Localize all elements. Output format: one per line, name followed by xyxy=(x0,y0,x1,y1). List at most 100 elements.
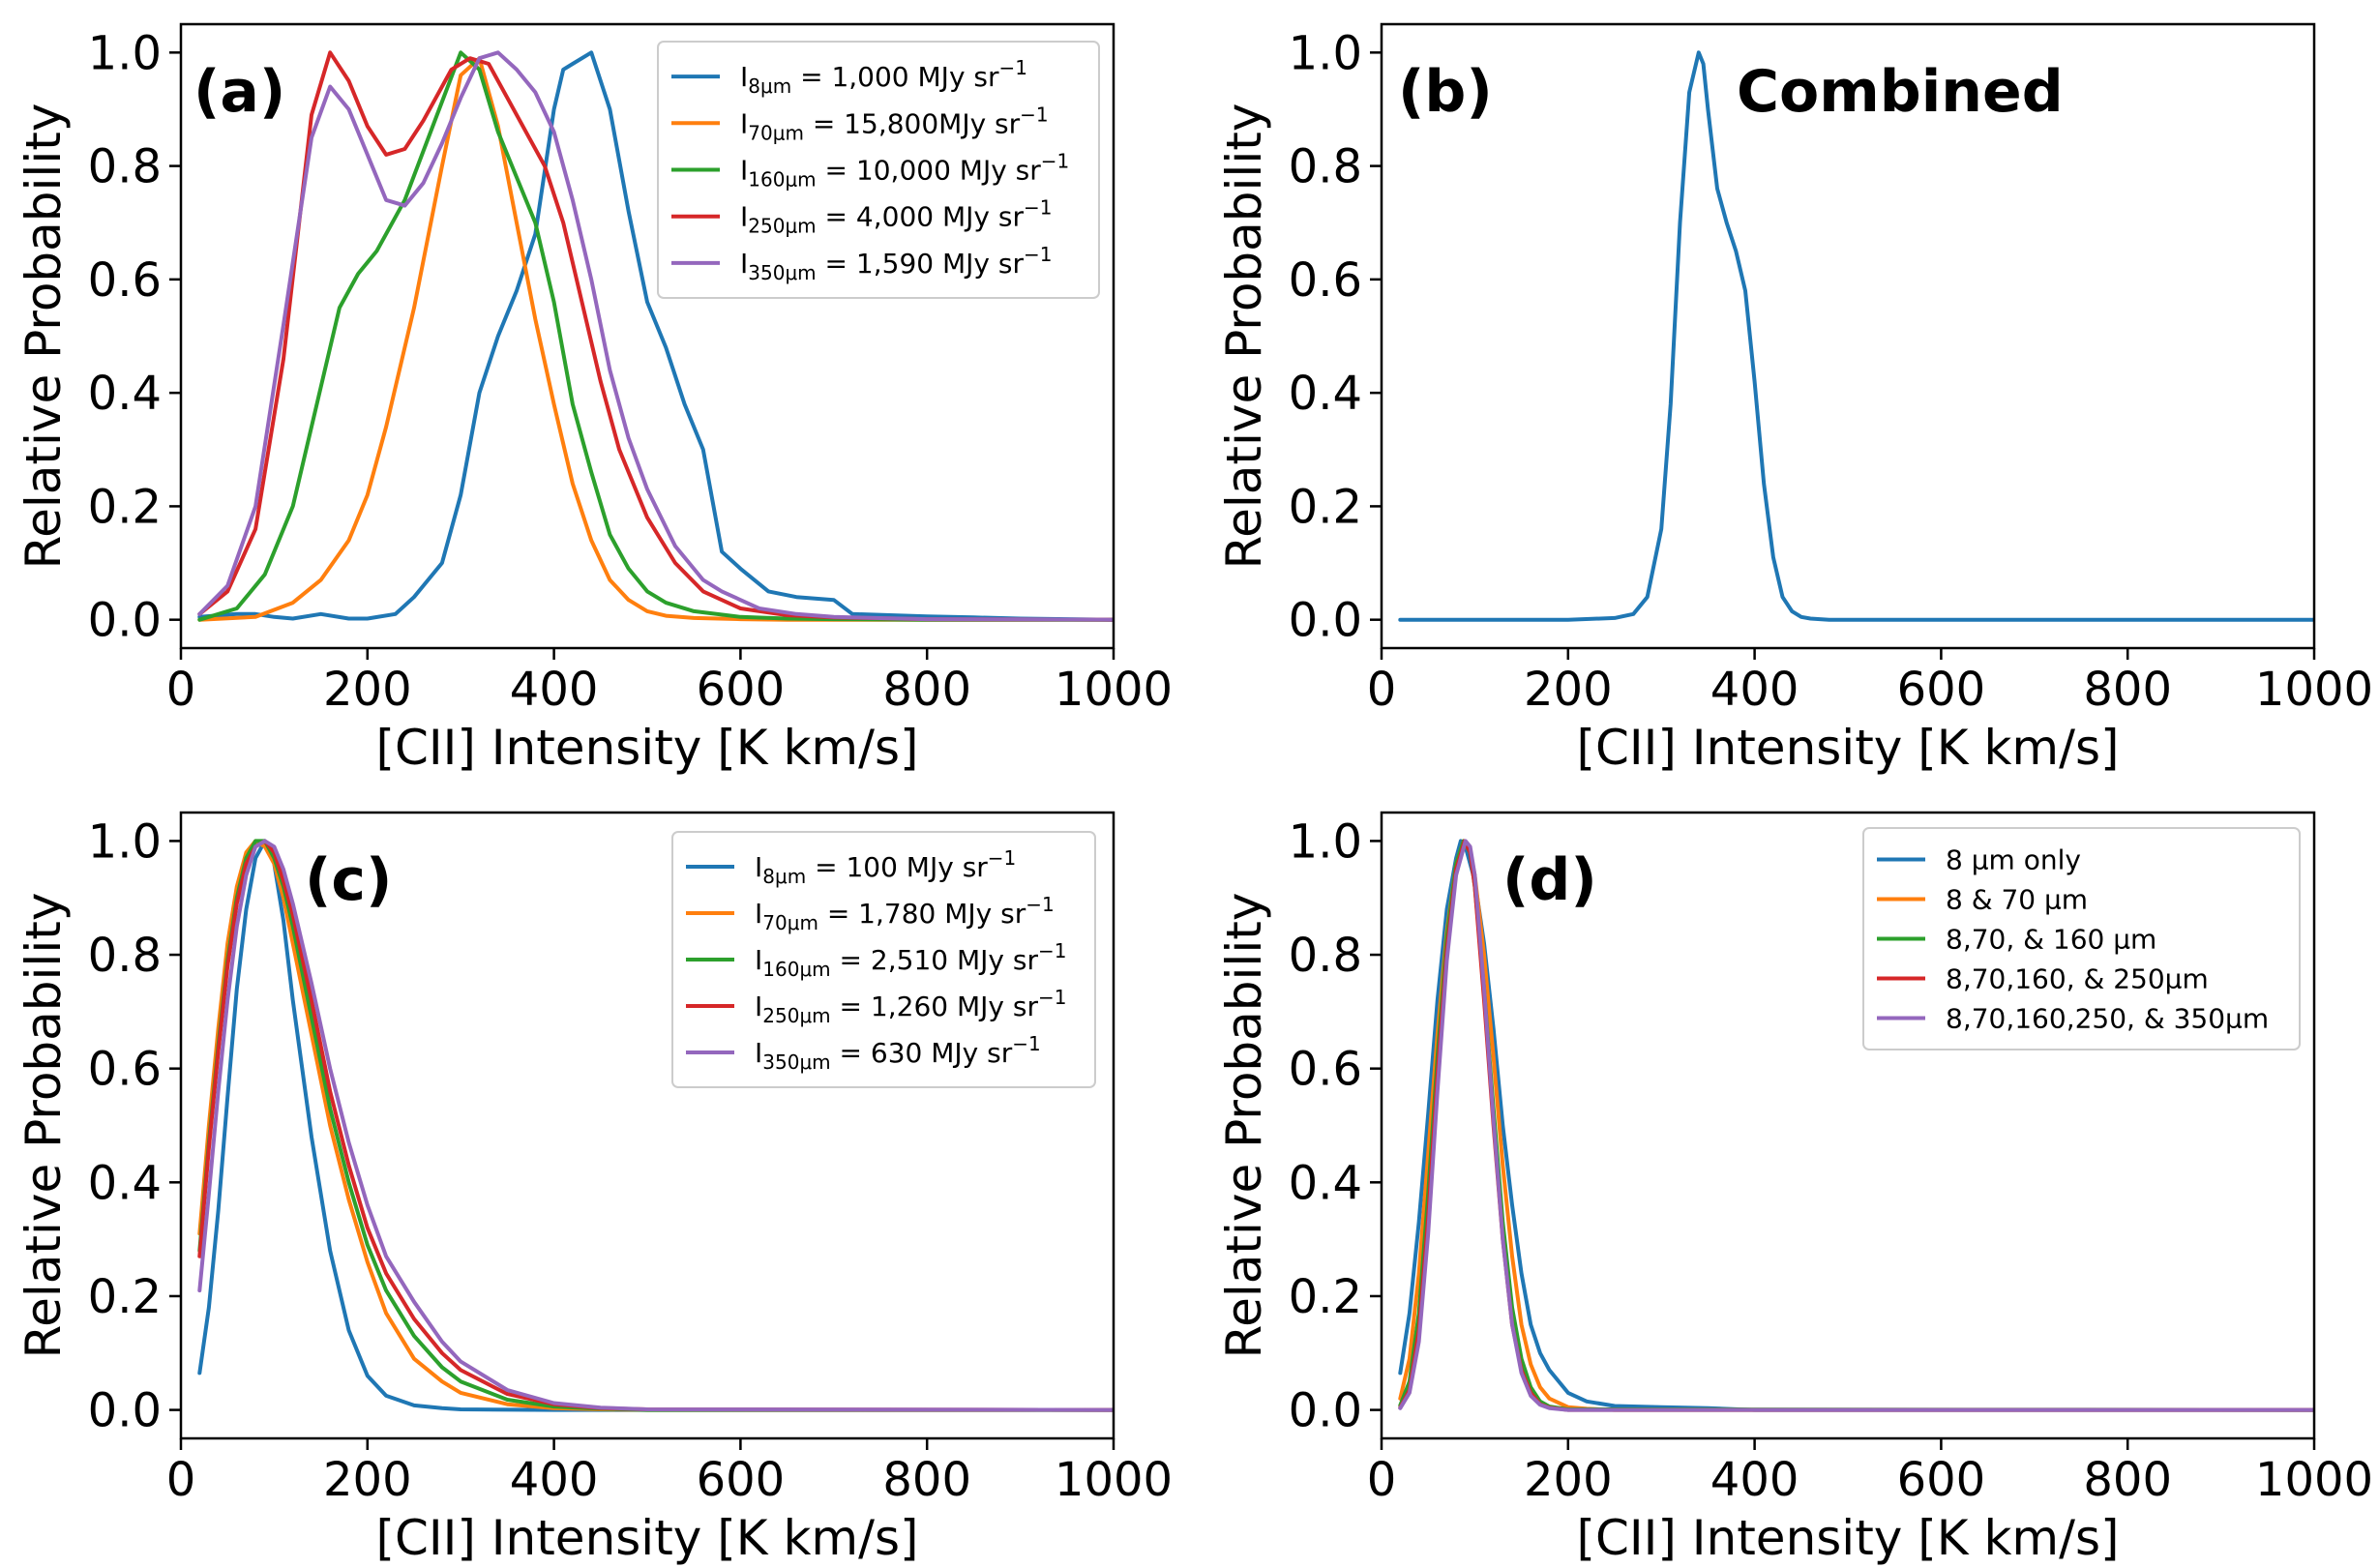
series-line-a-0 xyxy=(197,50,1114,622)
y-tick-label: 0.4 xyxy=(88,1156,162,1210)
legend-box xyxy=(1862,827,2301,1050)
legend: I8μm = 100 MJy sr−1 I70μm = 1,780 MJy sr−… xyxy=(671,831,1096,1088)
x-tick-label: 200 xyxy=(1524,1453,1613,1507)
panel-a: 0 200 400 600 800 1000 0.0 0.2 0.4 0.6 0.8 1.0 [CII]… xyxy=(15,22,1173,776)
legend-label: I250μm = 4,000 MJy sr−1 xyxy=(740,196,1052,238)
y-axis-label: Relative Probability xyxy=(15,893,72,1359)
series-line-c-4 xyxy=(197,839,1114,1412)
series-line-d-4 xyxy=(1398,839,2314,1412)
x-tick-label: 0 xyxy=(1367,1453,1397,1507)
y-tick-label: 0.6 xyxy=(88,253,162,308)
legend-label: I70μm = 15,800MJy sr−1 xyxy=(740,103,1049,144)
y-tick-label: 0.6 xyxy=(1289,253,1362,308)
series-line-a-4 xyxy=(197,50,1114,622)
x-tick-label: 800 xyxy=(882,1453,971,1507)
x-tick-label: 200 xyxy=(1524,663,1613,717)
y-tick-label: 0.8 xyxy=(1289,929,1362,983)
x-tick-label: 0 xyxy=(166,663,196,717)
y-tick-label: 0.8 xyxy=(1289,140,1362,194)
x-tick-label: 1000 xyxy=(2255,663,2373,717)
y-tick-label: 0.0 xyxy=(1289,1384,1362,1438)
legend-label: I8μm = 1,000 MJy sr−1 xyxy=(740,56,1027,98)
panel-label: (d) xyxy=(1502,846,1597,914)
x-tick-label: 200 xyxy=(323,1453,412,1507)
x-tick-label: 600 xyxy=(1897,663,1986,717)
legend: 8 μm only 8 & 70 μm 8,70, & 160 μm 8,70,160… xyxy=(1862,827,2301,1050)
legend-label: 8 & 70 μm xyxy=(1946,884,2088,916)
axes-frame xyxy=(1380,22,2316,650)
x-axis-label: [CII] Intensity [K km/s] xyxy=(1576,720,2119,776)
y-axis-label: Relative Probability xyxy=(15,104,72,570)
series-line-a-1 xyxy=(197,56,1114,622)
series-line-a-3 xyxy=(197,50,1114,622)
x-tick-label: 800 xyxy=(2083,1453,2172,1507)
x-tick-label: 0 xyxy=(166,1453,196,1507)
y-tick-label: 1.0 xyxy=(1289,26,1362,80)
x-tick-label: 1000 xyxy=(2255,1453,2373,1507)
y-tick-label: 0.4 xyxy=(1289,1156,1362,1210)
legend-label: I160μm = 2,510 MJy sr−1 xyxy=(755,939,1066,981)
y-tick-label: 1.0 xyxy=(88,26,162,80)
axes-frame xyxy=(179,22,1115,650)
y-tick-label: 0.6 xyxy=(1289,1043,1362,1097)
legend-label: 8,70,160,250, & 350μm xyxy=(1946,1003,2269,1035)
x-tick-label: 800 xyxy=(2083,663,2172,717)
y-tick-label: 0.8 xyxy=(88,140,162,194)
legend-label: I160μm = 10,000 MJy sr−1 xyxy=(740,150,1069,192)
x-axis-label: [CII] Intensity [K km/s] xyxy=(375,1510,918,1566)
panel-c: 0 200 400 600 800 1000 0.0 0.2 0.4 0.6 0.8 1.0 [CII]… xyxy=(15,811,1173,1566)
panel-label: (a) xyxy=(193,58,285,126)
y-axis-label: Relative Probability xyxy=(1216,893,1272,1359)
y-tick-label: 0.2 xyxy=(1289,1270,1362,1324)
legend-label: 8 μm only xyxy=(1946,844,2081,876)
y-tick-label: 0.2 xyxy=(88,480,162,534)
panel-d: 0 200 400 600 800 1000 0.0 0.2 0.4 0.6 0.8 1.0 [CII]… xyxy=(1216,811,2373,1566)
x-axis-label: [CII] Intensity [K km/s] xyxy=(1576,1510,2119,1566)
annotation-label: Combined xyxy=(1737,58,2064,126)
y-tick-label: 0.0 xyxy=(88,594,162,648)
x-tick-label: 400 xyxy=(510,663,599,717)
panel-label: (c) xyxy=(305,846,392,914)
x-tick-label: 600 xyxy=(697,1453,786,1507)
series-line-d-1 xyxy=(1398,839,2314,1412)
x-tick-label: 0 xyxy=(1367,663,1397,717)
series-line-d-0 xyxy=(1398,839,2314,1412)
y-tick-label: 0.2 xyxy=(1289,480,1362,534)
y-tick-label: 1.0 xyxy=(1289,814,1362,869)
y-tick-label: 0.0 xyxy=(1289,594,1362,648)
legend-label: I350μm = 1,590 MJy sr−1 xyxy=(740,243,1052,284)
legend: I8μm = 1,000 MJy sr−1 I70μm = 15,800MJy s… xyxy=(657,41,1100,299)
legend-label: I350μm = 630 MJy sr−1 xyxy=(755,1032,1041,1074)
y-tick-label: 0.0 xyxy=(88,1384,162,1438)
series-line-a-2 xyxy=(197,50,1114,622)
panel-label: (b) xyxy=(1398,58,1493,126)
y-tick-label: 0.4 xyxy=(1289,367,1362,421)
y-tick-label: 0.6 xyxy=(88,1043,162,1097)
series-line-c-3 xyxy=(197,839,1114,1412)
series-line-b-0 xyxy=(1398,50,2314,622)
legend-label: I70μm = 1,780 MJy sr−1 xyxy=(755,893,1055,934)
legend-label: 8,70, & 160 μm xyxy=(1946,924,2156,956)
legend-label: 8,70,160, & 250μm xyxy=(1946,963,2209,995)
legend-label: I8μm = 100 MJy sr−1 xyxy=(755,846,1016,888)
y-tick-label: 0.8 xyxy=(88,929,162,983)
legend-label: I250μm = 1,260 MJy sr−1 xyxy=(755,986,1066,1027)
axes-frame xyxy=(1380,811,2316,1440)
x-tick-label: 200 xyxy=(323,663,412,717)
x-tick-label: 400 xyxy=(1710,1453,1799,1507)
y-tick-label: 0.2 xyxy=(88,1270,162,1324)
axes-frame xyxy=(179,811,1115,1440)
y-tick-label: 1.0 xyxy=(88,814,162,869)
legend-box xyxy=(657,41,1100,299)
x-tick-label: 1000 xyxy=(1055,663,1173,717)
x-tick-label: 600 xyxy=(1897,1453,1986,1507)
y-axis-label: Relative Probability xyxy=(1216,104,1272,570)
x-axis-label: [CII] Intensity [K km/s] xyxy=(375,720,918,776)
x-tick-label: 400 xyxy=(1710,663,1799,717)
panel-b: 0 200 400 600 800 1000 0.0 0.2 0.4 0.6 0.8 1.0 [CII]… xyxy=(1216,22,2373,776)
x-tick-label: 800 xyxy=(882,663,971,717)
x-tick-label: 400 xyxy=(510,1453,599,1507)
series-line-c-0 xyxy=(197,839,1114,1412)
x-tick-label: 1000 xyxy=(1055,1453,1173,1507)
